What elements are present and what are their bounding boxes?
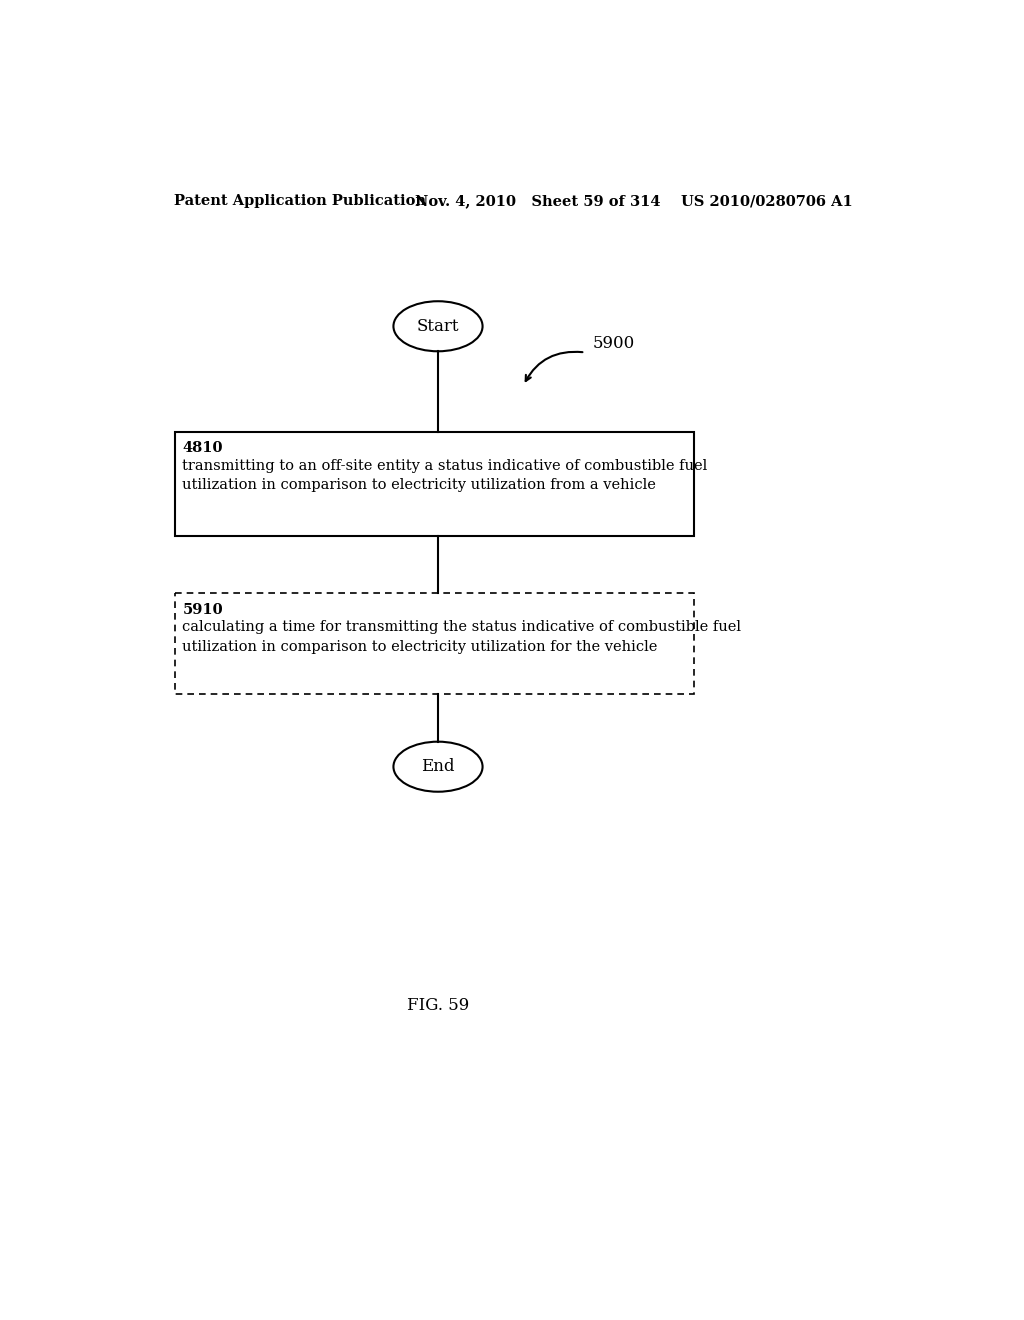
Text: FIG. 59: FIG. 59 <box>407 997 469 1014</box>
Text: 5900: 5900 <box>593 335 635 351</box>
Bar <box>174 432 693 536</box>
Text: End: End <box>421 758 455 775</box>
Text: calculating a time for transmitting the status indicative of combustible fuel
ut: calculating a time for transmitting the … <box>182 620 741 653</box>
Text: transmitting to an off-site entity a status indicative of combustible fuel
utili: transmitting to an off-site entity a sta… <box>182 459 708 492</box>
Text: Patent Application Publication: Patent Application Publication <box>174 194 427 207</box>
Text: 4810: 4810 <box>182 441 223 455</box>
Text: Nov. 4, 2010   Sheet 59 of 314    US 2010/0280706 A1: Nov. 4, 2010 Sheet 59 of 314 US 2010/028… <box>415 194 853 207</box>
Ellipse shape <box>393 742 482 792</box>
Bar <box>174 594 693 693</box>
Text: Start: Start <box>417 318 459 335</box>
Ellipse shape <box>393 301 482 351</box>
Text: 5910: 5910 <box>182 603 223 616</box>
